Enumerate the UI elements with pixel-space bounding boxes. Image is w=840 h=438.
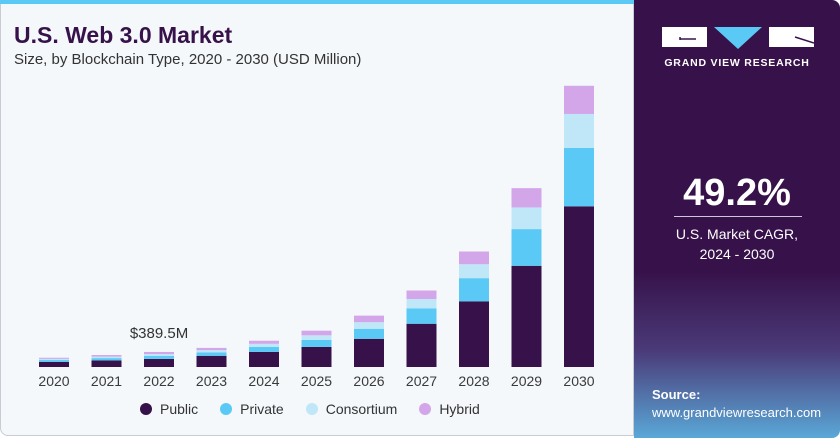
x-tick-label: 2020 [38, 373, 69, 389]
bar-consortium-2020 [39, 358, 69, 361]
bar-hybrid-2029 [511, 188, 542, 208]
bar-public-2021 [91, 360, 122, 367]
grand-view-research-logo [662, 27, 814, 49]
legend-swatch [305, 403, 318, 415]
bar-hybrid-2022 [144, 351, 174, 355]
legend-swatch [220, 403, 233, 415]
legend-item-hybrid: Hybrid [419, 401, 480, 417]
chart-subtitle: Size, by Blockchain Type, 2020 - 2030 (U… [14, 51, 362, 68]
bar-hybrid-2030 [564, 85, 594, 114]
bar-private-2020 [39, 360, 69, 362]
bar-public-2028 [459, 301, 489, 367]
stacked-bar-chart: 2020 2021 2022 $389.5M 2023 2024 2025 2026 2027 2… [38, 85, 595, 389]
x-tick-label: 2021 [91, 373, 122, 389]
bar-public-2026 [354, 338, 384, 367]
info-panel: GRAND VIEW RESEARCH 49.2% U.S. Market CA… [634, 0, 840, 438]
bar-private-2022 [144, 356, 174, 359]
source-label: Source: [652, 387, 701, 402]
bar-private-2025 [301, 339, 332, 347]
source-url[interactable]: www.grandviewresearch.com [652, 405, 822, 420]
bar-private-2030 [564, 147, 594, 207]
x-tick-label: 2024 [248, 373, 279, 389]
bar-private-2023 [196, 352, 227, 356]
bar-hybrid-2023 [196, 347, 227, 351]
x-tick-label: 2029 [511, 373, 542, 389]
x-tick-label: 2030 [563, 373, 594, 389]
cagr-value: 49.2% [683, 172, 791, 214]
cagr-label-line2: 2024 - 2030 [699, 246, 775, 262]
cagr-label-line1: U.S. Market CAGR, [675, 226, 799, 242]
x-tick-label: 2023 [196, 373, 227, 389]
bar-hybrid-2026 [354, 315, 384, 323]
bar-consortium-2023 [196, 350, 227, 353]
legend-item-private: Private [220, 401, 284, 417]
bar-consortium-2024 [249, 343, 279, 347]
bar-consortium-2021 [91, 356, 122, 359]
bar-public-2029 [511, 265, 542, 367]
bar-private-2026 [354, 328, 384, 339]
bar-public-2022 [144, 358, 174, 367]
legend-item-public: Public [140, 401, 198, 417]
x-tick-label: 2022 [143, 373, 174, 389]
chart-title: U.S. Web 3.0 Market [14, 22, 233, 48]
x-tick-label: 2027 [406, 373, 437, 389]
bar-hybrid-2027 [406, 290, 437, 300]
bar-consortium-2025 [301, 335, 332, 340]
bar-consortium-2022 [144, 354, 174, 357]
bar-consortium-2027 [406, 299, 437, 309]
x-tick-label: 2026 [353, 373, 384, 389]
legend-label: Consortium [325, 401, 398, 417]
bar-consortium-2028 [459, 264, 489, 279]
legend-label: Hybrid [439, 401, 480, 417]
bar-private-2028 [459, 278, 489, 302]
brand-name: GRAND VIEW RESEARCH [664, 57, 810, 69]
bar-public-2024 [249, 351, 279, 367]
bar-consortium-2029 [511, 207, 542, 230]
bar-consortium-2030 [564, 113, 594, 148]
bar-hybrid-2028 [459, 251, 489, 265]
value-annotation: $389.5M [130, 325, 188, 342]
bar-public-2027 [406, 323, 437, 367]
divider [674, 216, 802, 217]
legend-label: Private [240, 401, 284, 417]
bar-public-2020 [39, 361, 69, 367]
bar-consortium-2026 [354, 322, 384, 329]
bar-public-2030 [564, 206, 594, 367]
accent-bar [0, 0, 634, 4]
bar-public-2023 [196, 355, 227, 367]
legend-item-consortium: Consortium [305, 401, 398, 417]
bar-private-2021 [91, 358, 122, 361]
bar-private-2029 [511, 229, 542, 266]
bar-private-2024 [249, 346, 279, 352]
bar-private-2027 [406, 308, 437, 324]
bar-public-2025 [301, 346, 332, 367]
legend-swatch [419, 403, 432, 415]
bar-hybrid-2024 [249, 340, 279, 344]
legend-label: Public [160, 401, 199, 417]
cagr-label: U.S. Market CAGR, 2024 - 2030 [634, 224, 840, 264]
bar-hybrid-2020 [39, 357, 69, 359]
x-tick-label: 2025 [301, 373, 332, 389]
x-tick-label: 2028 [458, 373, 489, 389]
legend-swatch [140, 403, 152, 415]
bar-hybrid-2025 [301, 330, 332, 336]
legend: Public Private Consortium Hybrid [140, 401, 480, 417]
bar-hybrid-2021 [91, 355, 122, 357]
